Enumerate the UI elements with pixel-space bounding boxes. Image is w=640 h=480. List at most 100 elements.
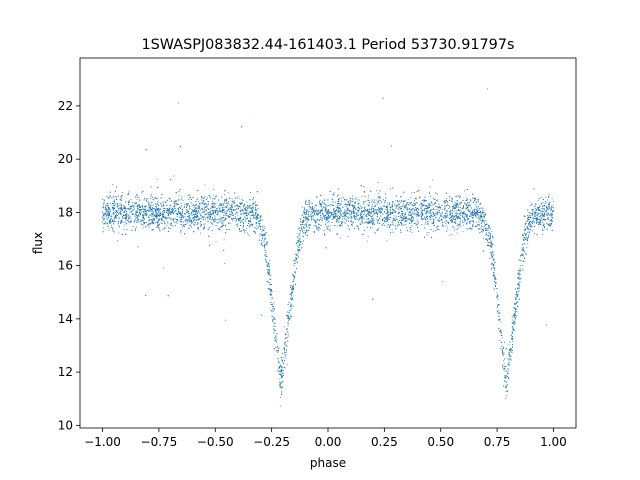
data-point <box>505 397 507 399</box>
data-point <box>184 204 186 206</box>
data-point <box>517 277 519 279</box>
data-point <box>212 202 214 204</box>
data-point <box>464 215 466 217</box>
data-point <box>326 222 328 224</box>
data-point <box>352 216 354 218</box>
data-point <box>106 210 108 212</box>
data-point <box>501 349 503 351</box>
data-point <box>195 217 197 219</box>
data-point <box>182 225 184 227</box>
data-point <box>367 218 369 220</box>
data-point <box>116 217 117 219</box>
data-point <box>332 194 334 196</box>
data-point <box>508 378 510 380</box>
data-point <box>512 322 514 324</box>
data-point <box>508 344 510 346</box>
data-point <box>413 212 415 214</box>
data-point <box>219 227 221 229</box>
data-point <box>280 364 281 366</box>
data-point <box>133 219 135 221</box>
data-point <box>433 214 435 216</box>
data-point <box>472 197 474 199</box>
data-point <box>537 207 538 209</box>
data-point <box>444 205 446 207</box>
data-point <box>228 192 230 194</box>
data-point <box>218 214 220 216</box>
data-point <box>336 233 337 235</box>
data-point <box>166 225 168 226</box>
data-point <box>319 227 320 229</box>
data-point <box>299 238 301 240</box>
data-point <box>383 210 385 212</box>
data-point <box>263 230 265 232</box>
data-point <box>552 201 554 203</box>
data-point <box>270 295 272 297</box>
data-point <box>174 222 176 223</box>
data-point <box>523 261 525 262</box>
data-point <box>113 220 115 222</box>
data-point <box>183 226 185 227</box>
data-point <box>533 217 534 219</box>
data-point <box>446 220 448 222</box>
data-point <box>483 217 485 219</box>
data-point <box>541 221 543 223</box>
data-point <box>534 233 536 235</box>
data-point <box>151 209 153 211</box>
data-point <box>233 214 235 216</box>
data-point <box>410 214 412 216</box>
data-point <box>448 221 450 223</box>
data-point <box>232 200 234 202</box>
data-point <box>298 237 300 239</box>
data-point <box>393 215 395 217</box>
data-point <box>176 218 178 220</box>
data-point <box>372 218 374 220</box>
data-point <box>120 198 122 200</box>
data-point <box>404 200 406 202</box>
data-point <box>284 347 285 349</box>
data-point <box>246 209 248 211</box>
data-point <box>428 204 430 206</box>
data-point <box>124 224 126 226</box>
data-point <box>161 205 163 207</box>
data-point <box>386 216 388 218</box>
data-point <box>197 227 199 229</box>
data-point <box>402 203 404 205</box>
data-point <box>301 206 303 208</box>
data-point <box>365 218 367 220</box>
data-point <box>436 193 438 195</box>
data-point <box>108 227 110 229</box>
data-point <box>119 208 121 210</box>
data-point <box>533 216 535 218</box>
data-point <box>166 220 168 222</box>
data-point <box>247 232 249 234</box>
data-point <box>123 204 125 206</box>
data-point <box>491 263 493 265</box>
data-point <box>117 215 119 216</box>
data-point <box>446 215 448 217</box>
data-point <box>337 195 338 197</box>
data-point <box>488 237 490 239</box>
data-point <box>529 215 531 217</box>
data-point <box>404 204 406 206</box>
data-point <box>537 210 539 212</box>
data-point <box>314 220 316 222</box>
data-point <box>377 197 379 199</box>
data-point <box>505 385 507 387</box>
data-point <box>115 210 116 212</box>
data-point <box>455 208 457 209</box>
data-point <box>127 194 129 196</box>
data-point <box>499 331 501 332</box>
data-point <box>303 223 305 225</box>
data-point <box>156 210 158 212</box>
data-point <box>112 184 114 186</box>
data-point <box>222 203 224 205</box>
data-point <box>502 360 504 362</box>
data-point <box>280 365 282 367</box>
data-point <box>224 263 226 264</box>
data-point <box>261 240 263 241</box>
data-point <box>405 224 407 225</box>
data-point <box>445 200 447 202</box>
data-point <box>250 209 252 211</box>
data-point <box>433 203 435 205</box>
data-point <box>399 207 401 209</box>
